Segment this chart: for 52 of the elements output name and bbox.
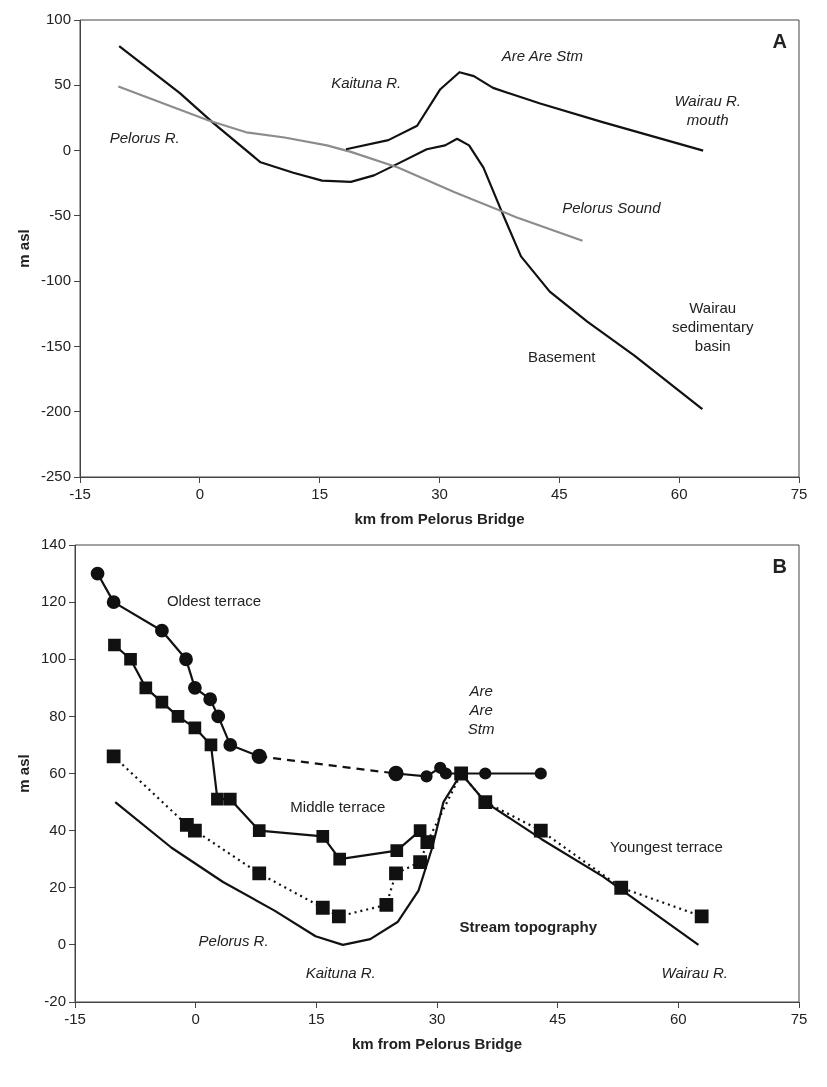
- annotation: Kaituna R.: [305, 963, 376, 981]
- annotation: Stream topography: [459, 917, 598, 935]
- x-tick-label: 0: [195, 485, 205, 503]
- annotation: Pelorus R.: [109, 128, 180, 146]
- annotation: A: [772, 29, 787, 52]
- y-tick-label: 40: [49, 820, 67, 838]
- y-tick-label: 120: [41, 592, 67, 610]
- x-tick-label: 30: [428, 1010, 446, 1028]
- annotation: Youngest terrace: [610, 837, 723, 855]
- x-axis-title: km from Pelorus Bridge: [351, 1035, 523, 1053]
- x-tick-label: 60: [670, 485, 688, 503]
- annotation: Pelorus R.: [198, 932, 269, 950]
- y-tick-label: 0: [62, 140, 72, 158]
- x-tick-label: 45: [551, 485, 568, 503]
- x-tick-label: -15: [64, 1010, 86, 1028]
- y-tick-label: -50: [49, 206, 72, 223]
- y-tick-label: 100: [41, 649, 67, 667]
- x-tick-label: 60: [669, 1010, 687, 1028]
- y-tick-label: -150: [40, 336, 72, 354]
- annotation: Pelorus Sound: [562, 199, 662, 217]
- y-tick-label: -100: [40, 271, 72, 289]
- y-axis-title: m asl: [15, 754, 33, 793]
- y-tick-label: 140: [41, 535, 67, 553]
- annotation: Middle terrace: [290, 797, 386, 815]
- annotation: Basement: [527, 348, 597, 366]
- y-tick-label: 100: [45, 10, 72, 28]
- y-tick-label: -250: [40, 467, 72, 485]
- x-tick-label: 75: [790, 485, 808, 503]
- x-tick-label: 30: [431, 485, 448, 503]
- annotation: Wairau R. mouth: [674, 92, 741, 129]
- annotation: Wairau R.: [661, 963, 728, 981]
- y-tick-label: 0: [57, 935, 67, 953]
- x-tick-label: 15: [308, 1010, 325, 1028]
- y-tick-label: 80: [49, 706, 67, 724]
- x-tick-label: 0: [191, 1010, 200, 1028]
- x-tick-label: 15: [311, 485, 329, 503]
- annotation: Are Are Stm: [467, 681, 495, 737]
- y-tick-label: 50: [54, 75, 72, 93]
- y-tick-label: -20: [44, 992, 67, 1010]
- annotation: Kaituna R.: [331, 74, 402, 92]
- annotation: B: [772, 554, 787, 577]
- y-axis-title: m asl: [15, 229, 33, 268]
- y-tick-label: -200: [40, 401, 72, 419]
- y-tick-label: 60: [49, 763, 67, 781]
- x-tick-label: 45: [549, 1010, 567, 1028]
- x-axis-title: km from Pelorus Bridge: [354, 510, 525, 528]
- y-tick-label: 20: [49, 877, 67, 895]
- annotation: Are Are Stm: [500, 46, 583, 64]
- x-tick-label: -15: [69, 485, 91, 503]
- annotation: Oldest terrace: [166, 592, 262, 610]
- annotation: Wairau sedimentary basin: [671, 299, 755, 355]
- x-tick-label: 75: [790, 1010, 808, 1028]
